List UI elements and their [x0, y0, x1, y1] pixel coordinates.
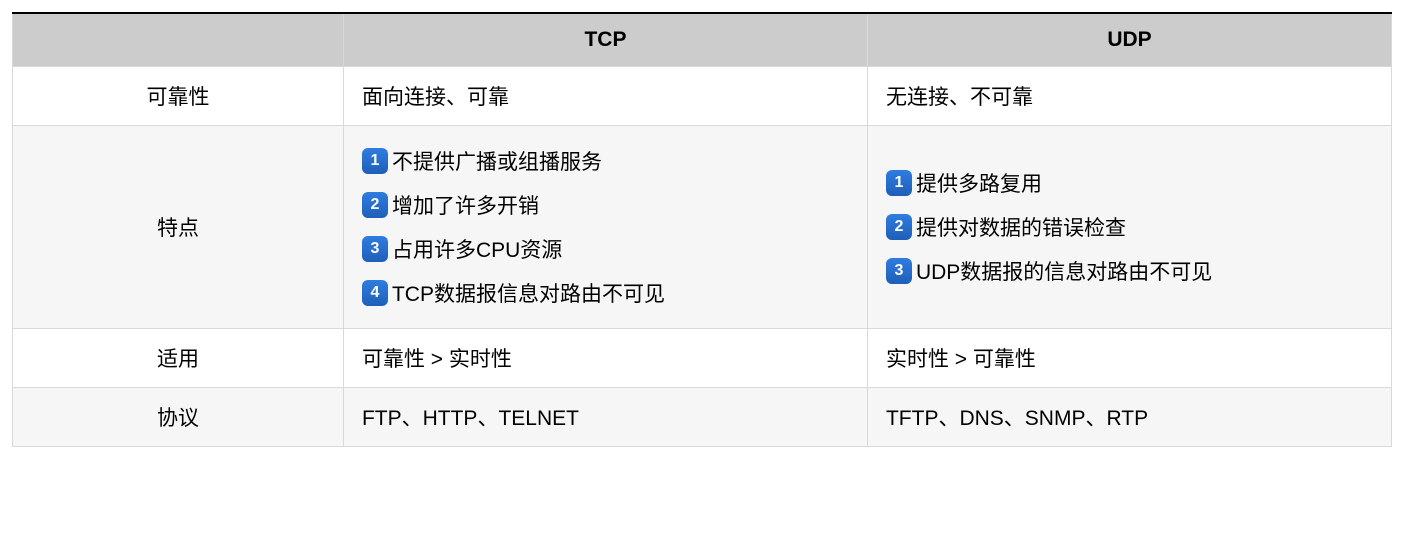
number-badge-icon: 2 [886, 214, 912, 240]
cell-udp: 无连接、不可靠 [867, 67, 1391, 126]
table-header-row: TCP UDP [13, 13, 1392, 67]
cell-udp: 1 提供多路复用 2 提供对数据的错误检查 3 UDP数据报的信息对路由不可见 [867, 126, 1391, 329]
list-item: 1 不提供广播或组播服务 [362, 146, 849, 176]
table-row: 协议 FTP、HTTP、TELNET TFTP、DNS、SNMP、RTP [13, 388, 1392, 447]
list-item: 1 提供多路复用 [886, 168, 1373, 198]
header-tcp: TCP [343, 13, 867, 67]
udp-feature-list: 1 提供多路复用 2 提供对数据的错误检查 3 UDP数据报的信息对路由不可见 [886, 162, 1373, 292]
list-item: 2 提供对数据的错误检查 [886, 212, 1373, 242]
row-label: 可靠性 [13, 67, 344, 126]
list-item: 3 占用许多CPU资源 [362, 234, 849, 264]
list-item-text: 提供多路复用 [916, 168, 1042, 198]
number-badge-icon: 2 [362, 192, 388, 218]
number-badge-icon: 3 [362, 236, 388, 262]
list-item-text: UDP数据报的信息对路由不可见 [916, 256, 1212, 286]
header-udp: UDP [867, 13, 1391, 67]
tcp-feature-list: 1 不提供广播或组播服务 2 增加了许多开销 3 占用许多CPU资源 4 TCP… [362, 140, 849, 314]
table-row: 可靠性 面向连接、可靠 无连接、不可靠 [13, 67, 1392, 126]
cell-tcp: 1 不提供广播或组播服务 2 增加了许多开销 3 占用许多CPU资源 4 TCP… [343, 126, 867, 329]
number-badge-icon: 4 [362, 280, 388, 306]
list-item-text: TCP数据报信息对路由不可见 [392, 278, 665, 308]
cell-tcp: FTP、HTTP、TELNET [343, 388, 867, 447]
number-badge-icon: 1 [362, 148, 388, 174]
list-item: 3 UDP数据报的信息对路由不可见 [886, 256, 1373, 286]
list-item-text: 提供对数据的错误检查 [916, 212, 1126, 242]
cell-udp: TFTP、DNS、SNMP、RTP [867, 388, 1391, 447]
cell-udp: 实时性 > 可靠性 [867, 329, 1391, 388]
table-row: 特点 1 不提供广播或组播服务 2 增加了许多开销 3 占用许多CPU资源 [13, 126, 1392, 329]
tcp-udp-comparison-table: TCP UDP 可靠性 面向连接、可靠 无连接、不可靠 特点 1 不提供广播或组… [12, 12, 1392, 447]
row-label: 特点 [13, 126, 344, 329]
row-label: 适用 [13, 329, 344, 388]
cell-tcp: 可靠性 > 实时性 [343, 329, 867, 388]
list-item: 4 TCP数据报信息对路由不可见 [362, 278, 849, 308]
list-item-text: 不提供广播或组播服务 [392, 146, 602, 176]
list-item-text: 占用许多CPU资源 [392, 234, 562, 264]
header-blank [13, 13, 344, 67]
row-label: 协议 [13, 388, 344, 447]
number-badge-icon: 3 [886, 258, 912, 284]
cell-tcp: 面向连接、可靠 [343, 67, 867, 126]
list-item: 2 增加了许多开销 [362, 190, 849, 220]
list-item-text: 增加了许多开销 [392, 190, 539, 220]
number-badge-icon: 1 [886, 170, 912, 196]
table-row: 适用 可靠性 > 实时性 实时性 > 可靠性 [13, 329, 1392, 388]
